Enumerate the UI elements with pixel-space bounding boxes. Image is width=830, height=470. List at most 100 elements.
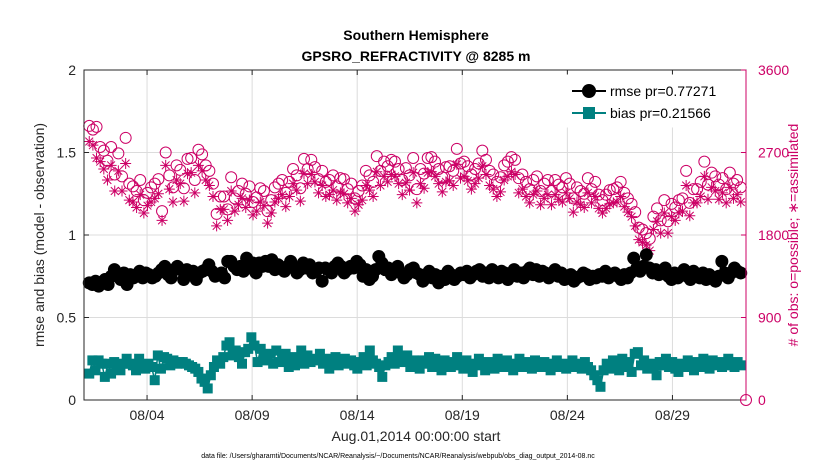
possible-obs-point [530,170,543,183]
x-tick-label: 08/19 [445,407,480,423]
bias-point [299,358,310,369]
bias-point [617,353,628,364]
possible-obs-point [101,154,114,167]
assimilated-obs-point [374,180,386,191]
possible-obs-point [174,163,187,176]
assimilated-obs-point [222,214,234,226]
possible-obs-point [658,194,671,207]
assimilated-obs-point [622,206,634,218]
assimilated-obs-point [225,185,237,197]
assimilated-obs-point [342,197,354,209]
x-tick-label: 08/09 [235,407,270,423]
origin-circle-marker [740,394,752,406]
possible-obs-point [268,181,281,194]
x-axis-label: Aug.01,2014 00:00:00 start [332,428,501,444]
assimilated-obs-point [236,192,248,204]
assimilated-obs-point [298,168,310,180]
possible-obs-point [327,169,340,182]
x-tick-label: 08/29 [655,407,690,423]
bias-point [152,350,163,361]
assimilated-obs-point [462,175,474,187]
bias-point [293,355,304,366]
bias-point [464,358,475,369]
assimilated-obs-point [291,184,303,196]
legend-bias-label: bias pr=0.21566 [610,105,711,121]
rmse-point [734,266,748,280]
assimilated-obs-point [731,189,743,201]
assimilated-obs-point [313,187,325,199]
rmse-point [315,274,329,288]
bias-point [302,350,313,361]
bias-point [695,362,706,372]
possible-obs-point [589,175,602,188]
assimilated-obs-point [101,174,113,186]
assimilated-obs-point [600,202,612,214]
assimilated-obs-point [636,236,648,248]
assimilated-obs-point [353,199,365,211]
bias-point [106,368,117,379]
assimilated-obs-point [360,180,372,191]
y-tick-label: 0.5 [57,310,77,326]
possible-obs-point [498,159,511,172]
assimilated-obs-point [735,196,747,208]
possible-obs-point [479,153,492,166]
bias-point [377,371,388,382]
bias-point [324,363,335,374]
possible-obs-point [287,163,300,175]
bias-point [215,358,226,369]
assimilated-obs-point [589,191,601,202]
possible-obs-point [359,164,372,177]
assimilated-obs-point [553,193,565,205]
assimilated-obs-point [349,205,361,217]
assimilated-obs-point [702,193,714,205]
bias-point [458,363,469,374]
bias-point [389,358,400,369]
assimilated-obs-point [160,159,172,171]
bias-point [243,343,254,354]
possible-obs-point [388,155,401,168]
bias-point [268,358,279,369]
bias-point [162,353,173,364]
assimilated-obs-point [174,178,186,190]
bias-point [146,362,157,372]
assimilated-obs-point [582,187,594,199]
bias-point [489,363,500,374]
bias-point [249,340,260,351]
possible-obs-point [363,169,376,182]
assimilated-obs-point [586,197,598,209]
possible-obs-point [392,163,405,175]
possible-obs-point [152,173,165,186]
possible-obs-point [210,207,223,220]
bias-point [246,332,257,343]
possible-obs-point [545,185,558,197]
bias-point [551,355,562,366]
bias-point [467,366,478,377]
bias-point [660,353,671,364]
possible-obs-point [429,155,442,168]
bias-point [99,371,110,382]
bias-point [314,348,325,359]
possible-obs-point [509,153,522,166]
assimilated-obs-point [575,199,587,211]
assimilated-obs-point [192,159,204,171]
possible-obs-point [680,164,693,177]
assimilated-obs-point [109,185,121,197]
bias-point [271,345,282,356]
bias-point [96,358,107,369]
assimilated-obs-point [371,166,383,178]
bias-point [149,375,160,386]
assimilated-obs-point [633,234,645,246]
y-axis-label: rmse and bias (model - observation) [31,123,47,347]
assimilated-obs-point [167,196,179,208]
assimilated-obs-point [473,172,485,184]
bias-point [567,355,578,366]
y-right-tick-label: 1800 [758,227,789,243]
assimilated-obs-point [444,175,456,187]
assimilated-obs-point [345,192,357,204]
assimilated-obs-point [709,185,721,197]
chart-subtitle: GPSRO_REFRACTIVITY @ 8285 m [302,48,531,64]
assimilated-obs-point [211,220,223,232]
bias-point [230,345,241,356]
possible-obs-point [145,181,158,194]
